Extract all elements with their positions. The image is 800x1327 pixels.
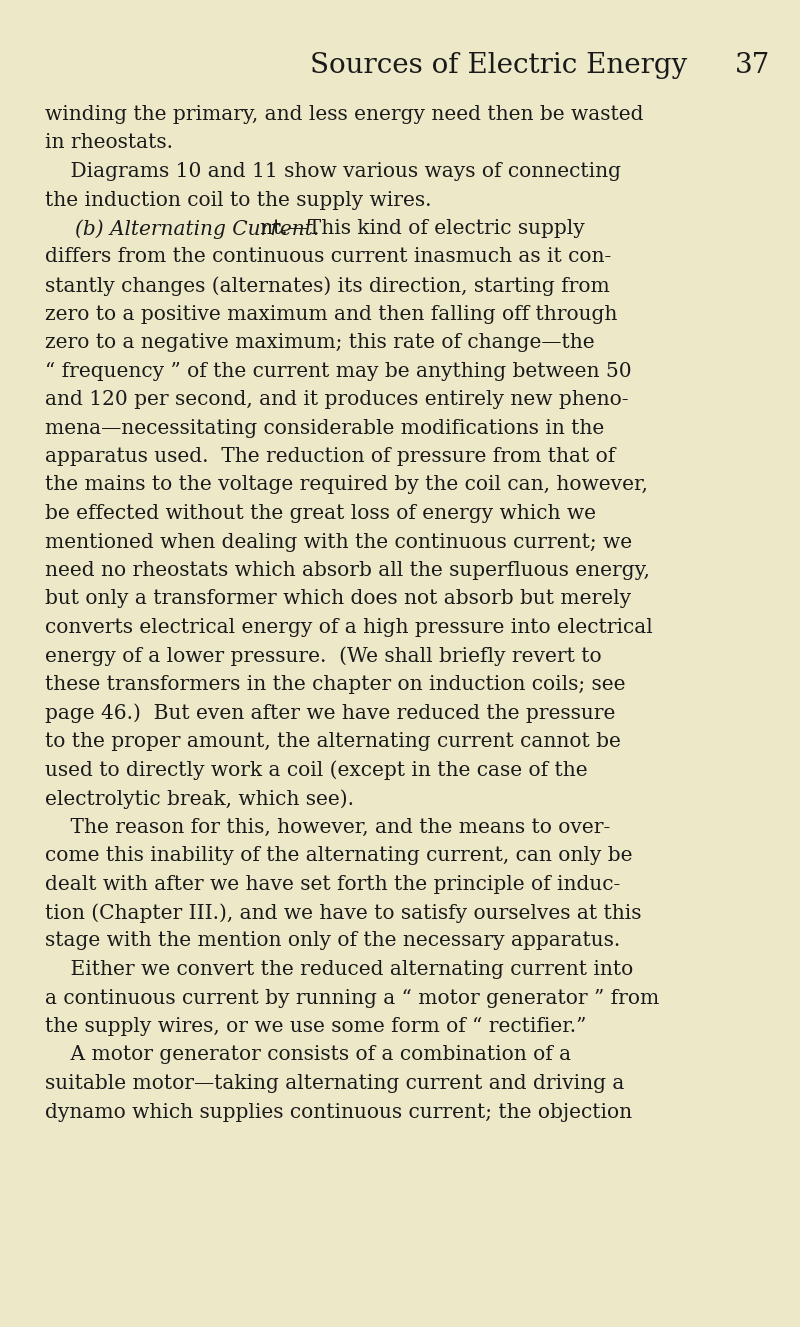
- Text: to the proper amount, the alternating current cannot be: to the proper amount, the alternating cu…: [45, 733, 621, 751]
- Text: a continuous current by running a “ motor generator ” from: a continuous current by running a “ moto…: [45, 989, 659, 1007]
- Text: mena—necessitating considerable modifications in the: mena—necessitating considerable modifica…: [45, 418, 604, 438]
- Text: Diagrams 10 and 11 show various ways of connecting: Diagrams 10 and 11 show various ways of …: [45, 162, 621, 180]
- Text: apparatus used.  The reduction of pressure from that of: apparatus used. The reduction of pressur…: [45, 447, 615, 466]
- Text: 37: 37: [735, 52, 770, 80]
- Text: the supply wires, or we use some form of “ rectifier.”: the supply wires, or we use some form of…: [45, 1016, 586, 1036]
- Text: but only a transformer which does not absorb but merely: but only a transformer which does not ab…: [45, 589, 631, 609]
- Text: Either we convert the reduced alternating current into: Either we convert the reduced alternatin…: [45, 959, 634, 979]
- Text: and 120 per second, and it produces entirely new pheno-: and 120 per second, and it produces enti…: [45, 390, 629, 409]
- Text: stage with the mention only of the necessary apparatus.: stage with the mention only of the neces…: [45, 932, 620, 950]
- Text: come this inability of the alternating current, can only be: come this inability of the alternating c…: [45, 847, 633, 865]
- Text: “ frequency ” of the current may be anything between 50: “ frequency ” of the current may be anyt…: [45, 361, 632, 381]
- Text: differs from the continuous current inasmuch as it con-: differs from the continuous current inas…: [45, 248, 611, 267]
- Text: these transformers in the chapter on induction coils; see: these transformers in the chapter on ind…: [45, 675, 626, 694]
- Text: zero to a positive maximum and then falling off through: zero to a positive maximum and then fall…: [45, 304, 618, 324]
- Text: tion (Chapter III.), and we have to satisfy ourselves at this: tion (Chapter III.), and we have to sati…: [45, 902, 642, 922]
- Text: converts electrical energy of a high pressure into electrical: converts electrical energy of a high pre…: [45, 618, 653, 637]
- Text: be effected without the great loss of energy which we: be effected without the great loss of en…: [45, 504, 596, 523]
- Text: (b) Alternating Current.: (b) Alternating Current.: [75, 219, 319, 239]
- Text: stantly changes (alternates) its direction, starting from: stantly changes (alternates) its directi…: [45, 276, 610, 296]
- Text: used to directly work a coil (except in the case of the: used to directly work a coil (except in …: [45, 760, 588, 780]
- Text: A motor generator consists of a combination of a: A motor generator consists of a combinat…: [45, 1046, 571, 1064]
- Text: page 46.)  But even after we have reduced the pressure: page 46.) But even after we have reduced…: [45, 703, 615, 723]
- Text: zero to a negative maximum; this rate of change—the: zero to a negative maximum; this rate of…: [45, 333, 594, 352]
- Text: the mains to the voltage required by the coil can, however,: the mains to the voltage required by the…: [45, 475, 648, 495]
- Text: need no rheostats which absorb all the superfluous energy,: need no rheostats which absorb all the s…: [45, 561, 650, 580]
- Text: in rheostats.: in rheostats.: [45, 134, 173, 153]
- Text: mentioned when dealing with the continuous current; we: mentioned when dealing with the continuo…: [45, 532, 632, 552]
- Text: Sources of Electric Energy: Sources of Electric Energy: [310, 52, 687, 80]
- Text: The reason for this, however, and the means to over-: The reason for this, however, and the me…: [45, 817, 610, 836]
- Text: electrolytic break, which see).: electrolytic break, which see).: [45, 790, 354, 808]
- Text: winding the primary, and less energy need then be wasted: winding the primary, and less energy nee…: [45, 105, 643, 123]
- Text: dynamo which supplies continuous current; the objection: dynamo which supplies continuous current…: [45, 1103, 632, 1121]
- Text: nt.—This kind of electric supply: nt.—This kind of electric supply: [260, 219, 585, 238]
- Text: energy of a lower pressure.  (We shall briefly revert to: energy of a lower pressure. (We shall br…: [45, 646, 602, 666]
- Text: suitable motor—taking alternating current and driving a: suitable motor—taking alternating curren…: [45, 1074, 624, 1093]
- Text: the induction coil to the supply wires.: the induction coil to the supply wires.: [45, 191, 431, 210]
- Text: dealt with after we have set forth the principle of induc-: dealt with after we have set forth the p…: [45, 874, 620, 893]
